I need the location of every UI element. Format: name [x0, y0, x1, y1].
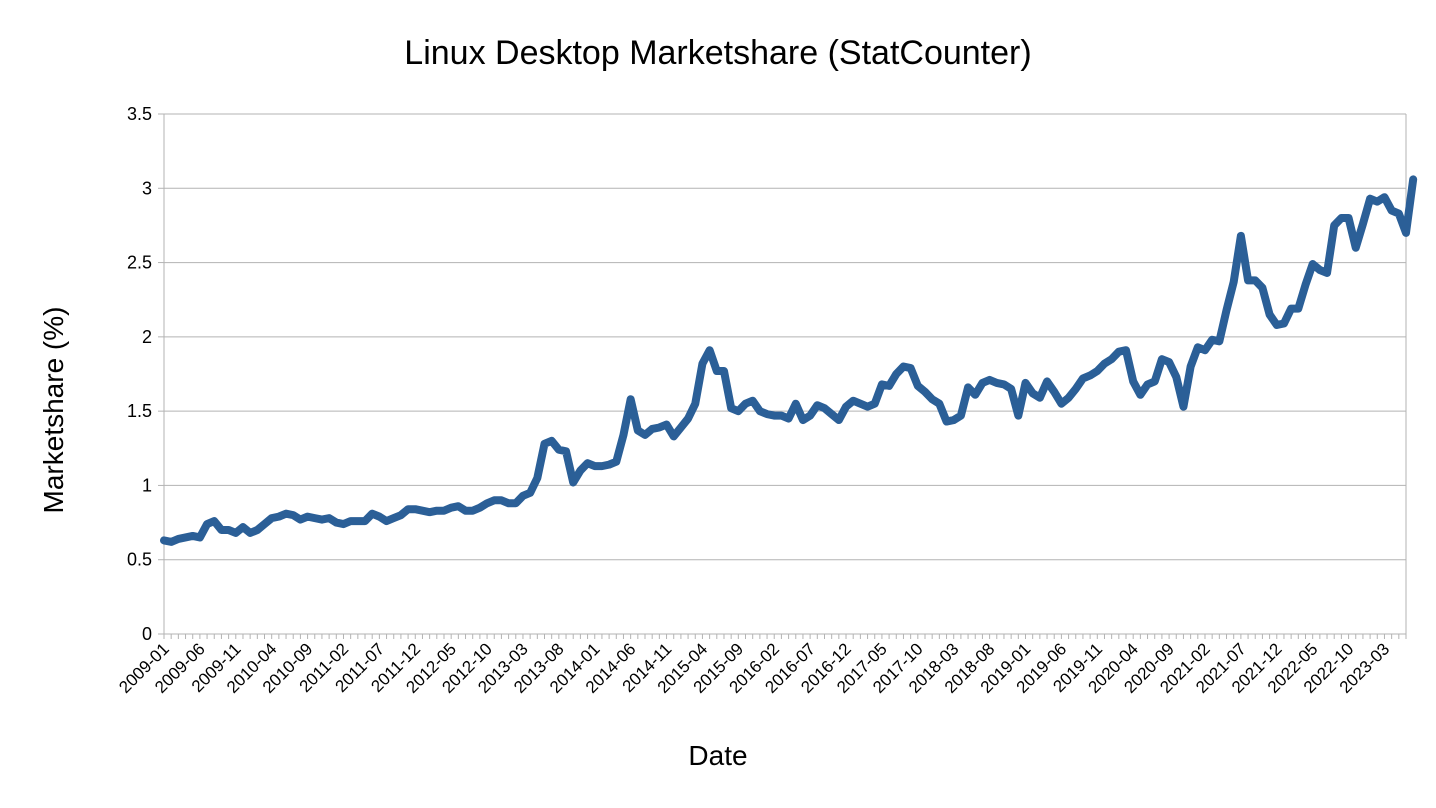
y-tick-label: 3 — [142, 178, 152, 198]
axes — [158, 113, 1407, 639]
y-tick-label: 0 — [142, 624, 152, 644]
series-layer — [160, 175, 1418, 546]
y-tick-labels: 0 0.5 1 1.5 2 2.5 3 3.5 — [127, 104, 152, 644]
chart-title: Linux Desktop Marketshare (StatCounter) — [404, 34, 1032, 72]
y-tick-label: 0.5 — [127, 550, 152, 570]
x-axis-label: Date — [688, 740, 748, 771]
y-tick-label: 3.5 — [127, 104, 152, 124]
gridlines — [164, 113, 1406, 635]
y-tick-label: 2 — [142, 327, 152, 347]
y-tick-label: 1 — [142, 475, 152, 495]
y-tick-label: 1.5 — [127, 401, 152, 421]
x-tick-labels: 2009-012009-062009-112010-042010-092011-… — [115, 639, 1393, 697]
y-tick-label: 2.5 — [127, 253, 152, 273]
series-line — [160, 175, 1418, 546]
